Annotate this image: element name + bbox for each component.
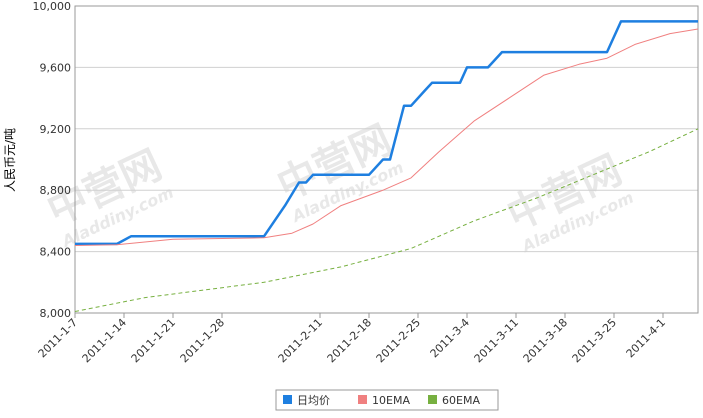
y-tick-label: 10,000 <box>33 0 72 13</box>
x-tick-label: 2011-1-7 <box>36 316 81 361</box>
y-tick-label: 8,400 <box>40 246 72 259</box>
x-tick-label: 2011-3-25 <box>570 316 619 365</box>
x-tick-label: 2011-2-25 <box>374 316 423 365</box>
x-tick-label: 2011-3-11 <box>472 316 521 365</box>
series-line <box>74 128 699 312</box>
series-line <box>75 20 698 246</box>
x-tick-label: 2011-1-14 <box>80 316 129 365</box>
legend-label: 10EMA <box>372 394 410 407</box>
legend-swatch <box>358 395 367 404</box>
y-tick-label: 9,600 <box>40 61 72 74</box>
x-tick-label: 2011-4-1 <box>624 316 669 361</box>
legend-label: 60EMA <box>442 394 480 407</box>
x-tick-label: 2011-1-28 <box>178 316 227 365</box>
y-axis-label: 人民币元/吨 <box>3 128 17 192</box>
series-line <box>74 28 699 246</box>
legend: 日均价 10EMA 60EMA <box>275 389 499 411</box>
y-tick-label: 8,000 <box>40 307 72 320</box>
legend-swatch <box>428 395 437 404</box>
y-tick-label: 8,800 <box>40 184 72 197</box>
x-tick-label: 2011-2-18 <box>325 316 374 365</box>
y-tick-label: 9,200 <box>40 123 72 136</box>
x-tick-label: 2011-3-4 <box>428 316 473 361</box>
legend-swatch <box>283 395 292 404</box>
x-tick-label: 2011-3-18 <box>521 316 570 365</box>
x-tick-label: 2011-1-21 <box>129 316 178 365</box>
plot-border <box>74 5 699 314</box>
legend-label: 日均价 <box>297 394 330 407</box>
legend-box <box>275 389 499 411</box>
x-tick-label: 2011-2-11 <box>276 316 325 365</box>
